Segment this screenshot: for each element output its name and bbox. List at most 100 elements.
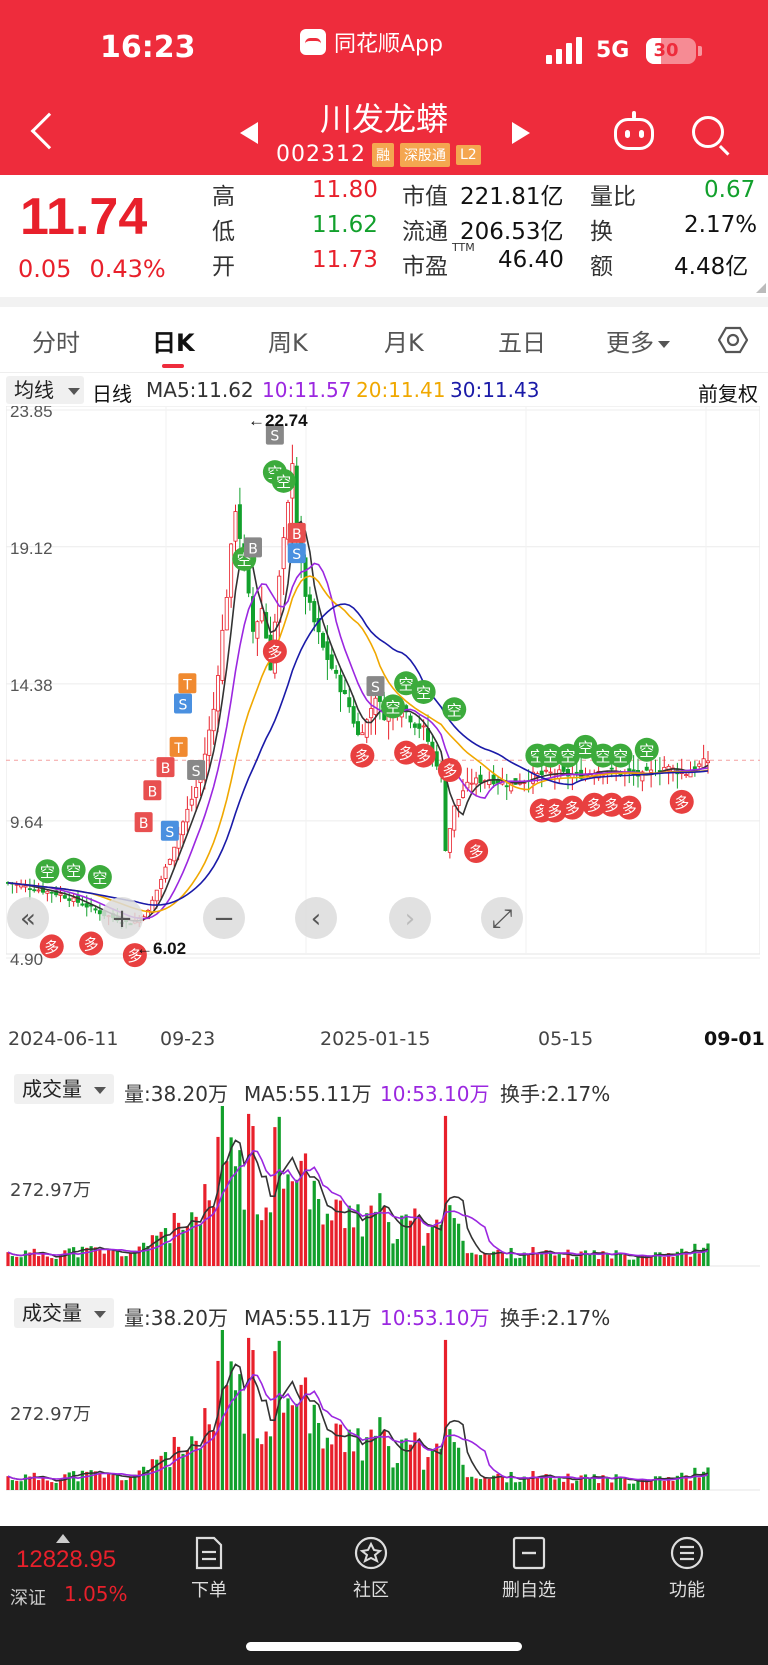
open-value: 11.73: [312, 247, 378, 273]
signal-marker: 空: [276, 473, 291, 491]
volume-bar: [181, 1453, 185, 1490]
indicator-selector[interactable]: 均线: [6, 376, 84, 404]
volume-bar: [373, 1211, 378, 1266]
tab-monthly-k[interactable]: 月K: [384, 329, 424, 357]
period-tabs: 分时 日K 周K 月K 五日 更多: [0, 307, 768, 373]
expand-corner-icon[interactable]: [756, 283, 766, 293]
ma10-value: 10:11.57: [262, 378, 352, 402]
volume-bar: [111, 1475, 115, 1490]
candle-body: [355, 721, 360, 735]
chart-control-2[interactable]: −: [213, 904, 235, 934]
volume-ma10: 10:53.10万: [380, 1082, 490, 1106]
candle-body: [207, 729, 212, 756]
nav-order[interactable]: 下单: [164, 1536, 254, 1602]
volume-bar: [667, 1253, 671, 1266]
status-app-indicator[interactable]: 同花顺App: [300, 26, 443, 58]
volume-bar: [702, 1471, 706, 1490]
candle-body: [421, 725, 426, 728]
volume-bar: [19, 1257, 23, 1266]
bottom-bar: 12828.95 深证 1.05% 下单 社区 删自选 功能: [0, 1526, 768, 1665]
volume-bar: [142, 1466, 146, 1490]
signal-marker: 空: [40, 863, 55, 881]
signal-marker-bg: [134, 812, 153, 833]
volume-bar: [225, 1161, 229, 1266]
volume-bar: [592, 1250, 596, 1266]
x-label-4: 09-01: [704, 1028, 765, 1050]
volume-bar: [330, 1444, 334, 1490]
chart-control-3[interactable]: ‹: [311, 904, 321, 934]
adjust-mode[interactable]: 前复权: [698, 382, 758, 406]
candle-body: [539, 770, 544, 776]
signal-icon: [546, 36, 586, 64]
volume-bar: [478, 1255, 483, 1266]
chart-control-4[interactable]: ›: [405, 904, 415, 934]
volume-bar: [443, 1339, 448, 1490]
volume-bar: [417, 1215, 421, 1266]
volume-ma5: MA5:55.11万: [244, 1306, 372, 1330]
volume-bar: [496, 1473, 500, 1490]
tab-intraday[interactable]: 分时: [32, 329, 80, 357]
volume-bar: [32, 1472, 36, 1490]
candle-body: [351, 706, 356, 724]
tab-daily-k[interactable]: 日K: [152, 329, 195, 357]
candle-body: [706, 760, 711, 764]
chart-control-0[interactable]: «: [20, 904, 36, 934]
volume-chart-1[interactable]: [6, 1106, 760, 1280]
volume-selector-2[interactable]: 成交量: [14, 1298, 114, 1328]
chart-control-5[interactable]: ⤢: [492, 904, 513, 934]
prev-stock-icon[interactable]: [240, 122, 258, 144]
volume-bar: [505, 1482, 509, 1490]
section-separator: [0, 297, 768, 307]
volume-bar: [260, 1444, 264, 1490]
volume-bar: [457, 1223, 461, 1266]
volume-bar: [474, 1478, 478, 1490]
tab-weekly-k[interactable]: 周K: [268, 329, 308, 357]
volume-bar: [426, 1457, 430, 1490]
candle-body: [460, 790, 465, 798]
volume-bar: [115, 1249, 119, 1266]
volume-bar: [190, 1212, 194, 1266]
volume-chart-2[interactable]: [6, 1330, 760, 1504]
volume-bar: [400, 1215, 404, 1266]
index-value[interactable]: 12828.95: [16, 1546, 117, 1573]
volume-bar: [76, 1481, 80, 1490]
signal-marker: B: [292, 527, 302, 543]
volume-bar: [290, 1405, 294, 1490]
search-icon[interactable]: [692, 116, 724, 148]
volume-bar: [338, 1200, 343, 1266]
volume-turnover: 换手:2.17%: [500, 1306, 611, 1330]
signal-marker-bg: [265, 424, 284, 445]
candle-body: [360, 732, 365, 736]
volume-bar: [155, 1235, 159, 1266]
volume-selector-1[interactable]: 成交量: [14, 1074, 114, 1104]
kline-chart[interactable]: 空空空多多多BBBSSTTS空BS空空BS多S空空空空多多多多多空空空空空空空多…: [6, 406, 760, 1016]
volume-bar: [334, 1199, 338, 1266]
settings-icon[interactable]: [718, 325, 748, 355]
volume-bar: [72, 1247, 76, 1266]
volume-bar: [562, 1481, 566, 1490]
nav-remove-watchlist[interactable]: 删自选: [484, 1536, 574, 1602]
nav-functions[interactable]: 功能: [642, 1536, 732, 1602]
chart-control-1[interactable]: +: [111, 904, 133, 934]
robot-icon[interactable]: [614, 111, 654, 150]
tab-more[interactable]: 更多: [606, 323, 670, 358]
volume-bar: [382, 1429, 386, 1490]
signal-marker: 空: [66, 862, 81, 880]
volume-bar: [675, 1475, 679, 1490]
pe-label: 市盈: [402, 254, 448, 280]
mktcap-label: 市值: [402, 184, 448, 210]
volume-bar: [531, 1247, 535, 1266]
home-indicator[interactable]: [246, 1642, 522, 1651]
candle-body: [325, 641, 330, 660]
volume-bar: [483, 1252, 487, 1266]
volume-bar: [408, 1444, 413, 1490]
candle-body: [185, 808, 190, 823]
nav-community[interactable]: 社区: [326, 1536, 416, 1602]
next-stock-icon[interactable]: [512, 122, 530, 144]
volume-bar: [58, 1478, 63, 1490]
signal-marker: 多: [84, 936, 99, 954]
volume-bar: [347, 1429, 351, 1490]
tab-five-day[interactable]: 五日: [498, 329, 546, 357]
nav-functions-label: 功能: [669, 1580, 705, 1601]
volume-bar: [50, 1258, 54, 1266]
